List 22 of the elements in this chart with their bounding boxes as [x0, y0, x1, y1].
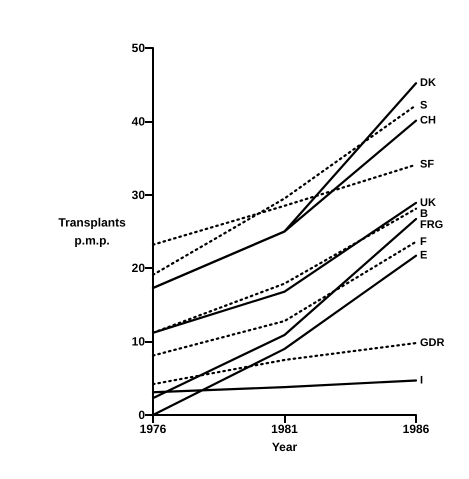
- y-tick-label: 40: [132, 114, 146, 128]
- series-label: S: [420, 99, 428, 112]
- series-label: FRG: [420, 218, 444, 231]
- series-label: E: [420, 250, 428, 262]
- y-tick-label: 20: [132, 261, 146, 276]
- series-label: F: [420, 236, 427, 248]
- series-label: SF: [420, 158, 434, 171]
- y-tick-label: 50: [132, 41, 146, 55]
- series-label: I: [420, 374, 424, 386]
- y-tick-label: 30: [132, 188, 146, 202]
- x-tick-label: 1976: [140, 422, 167, 436]
- series-label: UK: [420, 196, 436, 209]
- x-axis-title: Year: [272, 440, 298, 454]
- series-label: GDR: [420, 337, 444, 350]
- y-tick-label: 0: [138, 408, 146, 422]
- x-tick-label: 1986: [402, 422, 430, 436]
- y-tick-label: 10: [132, 334, 146, 349]
- series-label: B: [420, 208, 428, 220]
- series-label: CH: [420, 114, 436, 127]
- x-tick-label: 1981: [271, 422, 298, 436]
- series-label: DK: [420, 77, 436, 90]
- y-axis-title: Transplants p.m.p.: [58, 216, 126, 248]
